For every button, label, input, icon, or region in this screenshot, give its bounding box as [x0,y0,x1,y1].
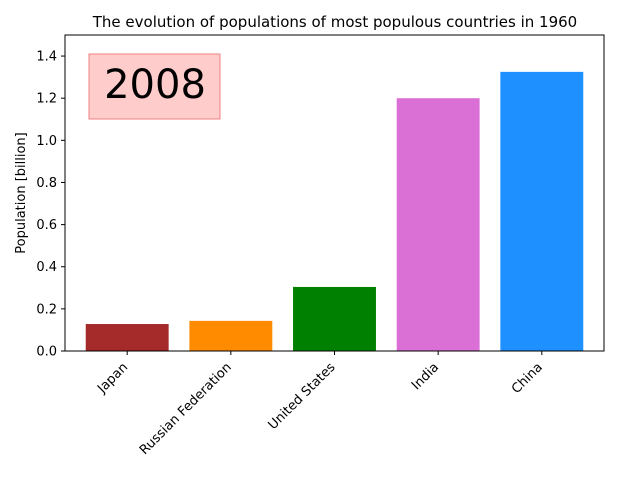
x-tick-label: Japan [94,360,131,397]
x-tick-label: United States [266,360,339,433]
y-tick-label: 0.6 [36,218,57,233]
x-tick-label: India [409,360,442,393]
chart-title: The evolution of populations of most pop… [92,13,577,31]
y-tick-label: 0.4 [36,260,57,275]
y-axis-label: Population [billion] [14,132,29,253]
year-annotation-text: 2008 [104,62,206,108]
bar-china [500,71,584,351]
y-tick-label: 0.0 [36,345,57,360]
y-tick-label: 0.8 [36,176,57,191]
year-annotation-box [88,53,221,120]
bar-russian-federation [189,320,273,351]
x-tick-label: China [509,360,546,397]
bar-japan [85,324,169,351]
y-tick-label: 1.2 [36,92,57,107]
x-tick-label: Russian Federation [137,360,235,458]
x-axis: Japan Russian Federation United States Indi… [94,351,546,458]
y-axis: 0.0 0.2 0.4 0.6 0.8 1.0 1.2 1.4 [36,50,65,360]
year-annotation: 2008 [88,53,221,120]
y-tick-label: 0.2 [36,302,57,317]
y-tick-label: 1.0 [36,134,57,149]
bars-group [85,71,584,351]
bar-united-states [293,286,376,351]
bar-india [396,98,480,351]
y-tick-label: 1.4 [36,50,57,65]
